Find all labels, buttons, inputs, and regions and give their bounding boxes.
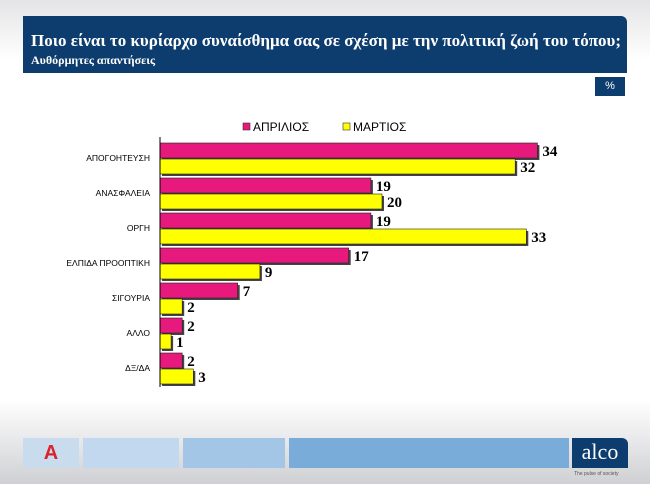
category-label: ΑΝΑΣΦΑΛΕΙΑ [96, 188, 151, 198]
bar [159, 212, 372, 229]
legend-swatch [242, 122, 251, 131]
bar [159, 247, 349, 264]
bar [159, 142, 538, 159]
legend-label: ΜΑΡΤΙΟΣ [353, 120, 406, 134]
legend-swatch [342, 122, 351, 131]
data-label: 33 [531, 230, 546, 246]
footer-bar [83, 438, 179, 468]
bar [159, 193, 383, 210]
data-label: 20 [387, 195, 402, 211]
data-label: 19 [376, 214, 391, 230]
category-label: ΣΙΓΟΥΡΙΑ [112, 293, 150, 303]
chart-title: Ποιο είναι το κυρίαρχο συναίσθημα σας σε… [31, 31, 621, 50]
bar [159, 263, 261, 280]
category-label: ΑΛΛΟ [127, 328, 151, 338]
unit-badge: % [595, 77, 625, 96]
data-label: 2 [187, 300, 195, 316]
chart-subtitle: Αυθόρμητες απαντήσεις [31, 53, 156, 67]
bar [159, 158, 516, 175]
bar [159, 298, 183, 315]
footer-bar [183, 438, 285, 468]
header-banner: Ποιο είναι το κυρίαρχο συναίσθημα σας σε… [23, 16, 627, 73]
alco-tagline: The pulse of society [574, 471, 619, 477]
data-label: 2 [187, 354, 195, 370]
bar [159, 228, 527, 245]
category-label: ΑΠΟΓΟΗΤΕΥΣΗ [86, 153, 150, 163]
bar [159, 352, 183, 369]
category-label: ΔΞ/ΔΑ [125, 363, 150, 373]
data-label: 9 [265, 265, 273, 281]
footer-bar [289, 438, 569, 468]
data-label: 34 [542, 144, 558, 160]
data-label: 17 [354, 249, 370, 265]
bar [159, 368, 194, 385]
data-label: 32 [520, 160, 535, 176]
category-label: ΕΛΠΙΔΑ ΠΡΟΟΠΤΙΚΗ [66, 258, 150, 268]
bar [159, 282, 238, 299]
alco-logo: alco [572, 438, 628, 468]
alpha-logo: A [43, 442, 59, 464]
data-label: 7 [243, 284, 251, 300]
data-label: 1 [176, 335, 184, 351]
bar [159, 333, 172, 350]
data-label: 19 [376, 179, 391, 195]
data-label: 3 [198, 370, 206, 386]
left-logo-block: A [23, 438, 79, 468]
bar [159, 177, 372, 194]
data-label: 2 [187, 319, 195, 335]
legend-label: ΑΠΡΙΛΙΟΣ [253, 120, 309, 134]
category-label: ΟΡΓΗ [127, 223, 150, 233]
bar [159, 317, 183, 334]
